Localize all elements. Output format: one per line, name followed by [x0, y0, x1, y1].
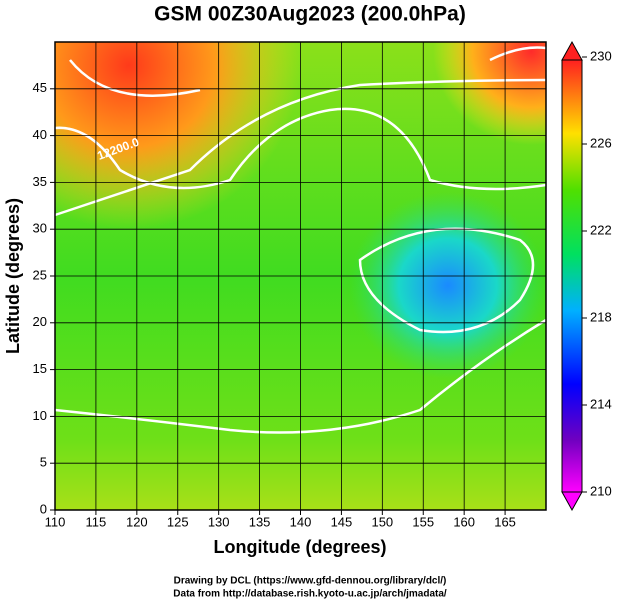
x-tick-label: 155 [412, 514, 434, 529]
y-tick-label: 0 [40, 501, 47, 516]
x-tick-label: 145 [331, 514, 353, 529]
x-tick-label: 125 [167, 514, 189, 529]
colorbar [561, 40, 583, 512]
x-tick-label: 120 [126, 514, 148, 529]
x-tick-label: 150 [371, 514, 393, 529]
x-tick-label: 135 [249, 514, 271, 529]
colorbar-tick-label: 218 [590, 309, 612, 324]
y-tick-label: 15 [33, 361, 47, 376]
y-tick-label: 10 [33, 408, 47, 423]
x-tick-label: 110 [45, 514, 66, 529]
x-tick-label: 140 [290, 514, 312, 529]
credit: Data from http://database.rish.kyoto-u.a… [173, 589, 447, 600]
y-tick-label: 35 [33, 174, 47, 189]
x-tick-label: 165 [494, 514, 516, 529]
x-tick-label: 160 [453, 514, 475, 529]
colorbar-tick-label: 210 [590, 483, 612, 498]
colorbar-tick-label: 226 [590, 135, 612, 150]
x-axis-label: Longitude (degrees) [213, 537, 386, 557]
x-tick-label: 130 [208, 514, 230, 529]
y-tick-label: 45 [33, 80, 47, 95]
map-title: GSM 00Z30Aug2023 (200.0hPa) [154, 3, 466, 26]
y-tick-label: 40 [33, 127, 47, 142]
x-tick-label: 115 [86, 514, 107, 529]
credit: Drawing by DCL (https://www.gfd-dennou.o… [174, 576, 447, 587]
colorbar-tick-label: 230 [590, 48, 612, 63]
y-axis-label: Latitude (degrees) [3, 198, 23, 354]
y-tick-label: 5 [40, 455, 47, 470]
y-tick-label: 30 [33, 221, 47, 236]
y-tick-label: 25 [33, 267, 47, 282]
colorbar-tick-label: 214 [590, 396, 612, 411]
y-tick-label: 20 [33, 314, 47, 329]
colorbar-tick-label: 222 [590, 222, 612, 237]
